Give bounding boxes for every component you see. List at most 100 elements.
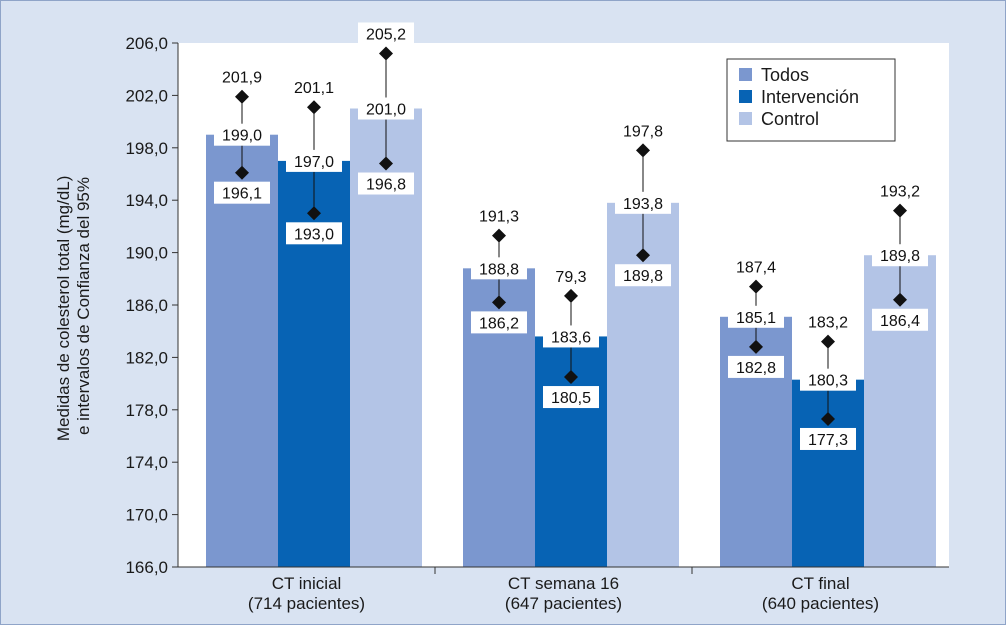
ci-lower-label-bg [214, 181, 270, 204]
ci-upper-label-bg [872, 179, 928, 202]
bar-2-1 [607, 202, 679, 567]
bar-0-2 [720, 316, 792, 567]
legend-box [726, 58, 896, 142]
mean-value-label: 201,0 [366, 102, 406, 119]
mean-value-label-bg [286, 149, 342, 172]
x-category-sublabel: (640 pacientes) [762, 594, 879, 613]
y-tick-label: 170,0 [125, 506, 168, 525]
ci-upper-label-bg [800, 310, 856, 333]
ci-lower-label-bg [471, 311, 527, 334]
ci-lower-label: 196,8 [366, 177, 406, 194]
mean-value-label-bg [728, 305, 784, 328]
mean-value-label: 185,1 [736, 310, 776, 327]
y-tick-label: 202,0 [125, 86, 168, 105]
y-tick-label: 206,0 [125, 34, 168, 53]
legend-label: Control [761, 109, 819, 129]
mean-value-label: 189,8 [880, 248, 920, 265]
mean-value-label: 199,0 [222, 128, 262, 145]
ci-upper-label: 191,3 [479, 209, 519, 226]
ci-upper-label-bg [358, 22, 414, 45]
x-category-label: CT inicial [272, 574, 342, 593]
ci-upper-marker [893, 203, 907, 218]
ci-upper-marker [492, 228, 506, 243]
ci-upper-label-bg [547, 264, 595, 287]
ci-upper-marker [821, 334, 835, 349]
mean-value-label-bg [615, 191, 671, 214]
ci-lower-marker [893, 292, 907, 307]
ci-lower-label: 182,8 [736, 360, 776, 377]
mean-value-label: 197,0 [294, 154, 334, 171]
mean-value-label-bg [800, 368, 856, 391]
ci-upper-label-bg [615, 119, 671, 142]
ci-lower-label-bg [358, 172, 414, 195]
y-tick-label: 190,0 [125, 244, 168, 263]
ci-lower-label: 196,1 [222, 186, 262, 203]
ci-lower-label: 177,3 [808, 432, 848, 449]
mean-value-label-bg [214, 123, 270, 146]
y-tick-label: 186,0 [125, 296, 168, 315]
mean-value-label-bg [471, 257, 527, 280]
ci-lower-marker [235, 165, 249, 180]
x-category-sublabel: (647 pacientes) [505, 594, 622, 613]
legend-swatch [739, 112, 752, 125]
legend-swatch [739, 90, 752, 103]
legend-label: Todos [761, 65, 809, 85]
ci-upper-label-bg [728, 255, 784, 278]
ci-lower-marker [636, 248, 650, 263]
mean-value-label: 183,6 [551, 329, 591, 346]
ci-upper-label: 183,2 [808, 315, 848, 332]
ci-lower-marker [492, 295, 506, 310]
ci-lower-label: 186,2 [479, 315, 519, 332]
y-tick-label: 166,0 [125, 558, 168, 577]
mean-value-label-bg [543, 325, 599, 348]
ci-lower-label: 180,5 [551, 390, 591, 407]
ci-upper-marker [636, 143, 650, 158]
ci-upper-label: 201,1 [294, 80, 334, 97]
x-category-label: CT semana 16 [508, 574, 619, 593]
ci-lower-marker [749, 339, 763, 354]
mean-value-label: 193,8 [623, 196, 663, 213]
mean-value-label-bg [358, 97, 414, 120]
ci-upper-marker [564, 288, 578, 303]
ci-upper-label-bg [214, 65, 270, 88]
ci-lower-label-bg [543, 386, 599, 409]
ci-lower-label-bg [286, 222, 342, 245]
legend-swatch [739, 68, 752, 81]
ci-upper-marker [235, 89, 249, 104]
legend-label: Intervención [761, 87, 859, 107]
y-axis-title-line-1: Medidas de colesterol total (mg/dL) [54, 176, 73, 442]
ci-lower-label: 193,0 [294, 226, 334, 243]
y-tick-label: 178,0 [125, 401, 168, 420]
ci-upper-label: 79,3 [555, 269, 586, 286]
ci-upper-label: 197,8 [623, 123, 663, 140]
ci-lower-label-bg [800, 427, 856, 450]
ci-lower-marker [307, 206, 321, 221]
mean-value-label: 180,3 [808, 373, 848, 390]
y-tick-label: 198,0 [125, 139, 168, 158]
y-tick-label: 194,0 [125, 191, 168, 210]
ci-lower-marker [379, 156, 393, 171]
x-category-sublabel: (714 pacientes) [248, 594, 365, 613]
ci-upper-marker [749, 279, 763, 294]
bar-1-0 [278, 160, 350, 567]
ci-upper-label: 193,2 [880, 184, 920, 201]
ci-upper-label-bg [286, 76, 342, 99]
x-category-label: CT final [791, 574, 849, 593]
bar-2-2 [864, 255, 936, 567]
ci-lower-label: 186,4 [880, 313, 920, 330]
y-tick-label: 182,0 [125, 348, 168, 367]
ci-upper-label: 187,4 [736, 260, 776, 277]
y-axis-title: Medidas de colesterol total (mg/dL) e in… [54, 171, 93, 441]
mean-value-label: 188,8 [479, 261, 519, 278]
ci-upper-marker [307, 100, 321, 115]
ci-upper-label: 205,2 [366, 26, 406, 43]
mean-value-label-bg [872, 244, 928, 267]
ci-upper-label: 201,9 [222, 70, 262, 87]
ci-lower-label-bg [728, 355, 784, 378]
y-axis-title-line-2: e intervalos de Confianza del 95% [74, 177, 93, 435]
bar-0-0 [206, 134, 278, 567]
ci-lower-label-bg [615, 264, 671, 287]
ci-upper-label-bg [471, 204, 527, 227]
ci-lower-marker [564, 370, 578, 385]
